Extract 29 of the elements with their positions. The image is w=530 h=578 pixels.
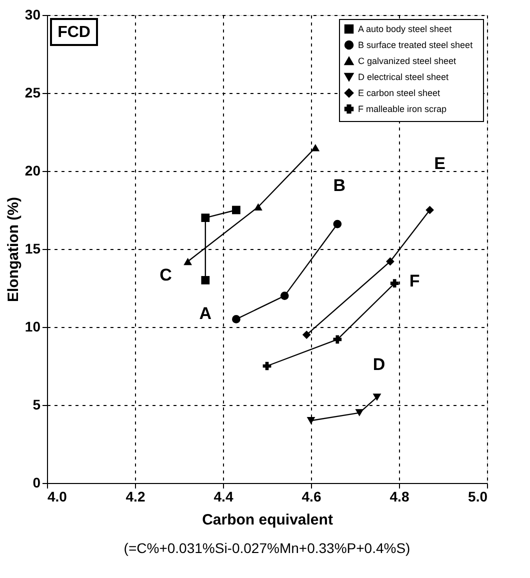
x-axis-title: Carbon equivalent <box>202 512 333 528</box>
y-tick-label: 30 <box>24 6 41 22</box>
legend-label: A auto body steel sheet <box>358 24 452 34</box>
y-tick-label: 15 <box>24 240 41 256</box>
annotation: C <box>160 265 172 284</box>
y-tick-label: 20 <box>24 162 41 178</box>
x-tick-label: 5.0 <box>468 488 488 504</box>
annotation: B <box>333 176 346 196</box>
y-tick-label: 0 <box>32 474 41 490</box>
text: (=C%+0.031%Si-0.027%Mn+0.33%P+0.4%S) <box>124 540 410 556</box>
legend-label: F malleable iron scrap <box>358 104 447 114</box>
x-tick-label: 4.6 <box>302 488 322 504</box>
annotation: E <box>434 154 446 173</box>
y-axis-title: Elongation (%) <box>4 197 22 302</box>
legend-label: E carbon steel sheet <box>358 88 441 98</box>
y-tick-label: 25 <box>24 84 41 100</box>
annotation: F <box>409 271 420 290</box>
y-tick-label: 5 <box>32 396 41 412</box>
annotation: D <box>372 355 386 374</box>
legend-label: D electrical steel sheet <box>358 72 450 82</box>
x-tick-label: 4.2 <box>126 488 146 504</box>
legend-label: B surface treated steel sheet <box>358 40 474 50</box>
annotation: FCD <box>58 24 90 41</box>
legend-label: C galvanized steel sheet <box>358 56 457 66</box>
y-tick-label: 10 <box>24 318 41 334</box>
x-tick-label: 4.4 <box>214 488 234 504</box>
x-tick-label: 4.8 <box>390 488 410 504</box>
x-tick-label: 4.0 <box>48 488 68 504</box>
annotation: A <box>199 304 212 324</box>
